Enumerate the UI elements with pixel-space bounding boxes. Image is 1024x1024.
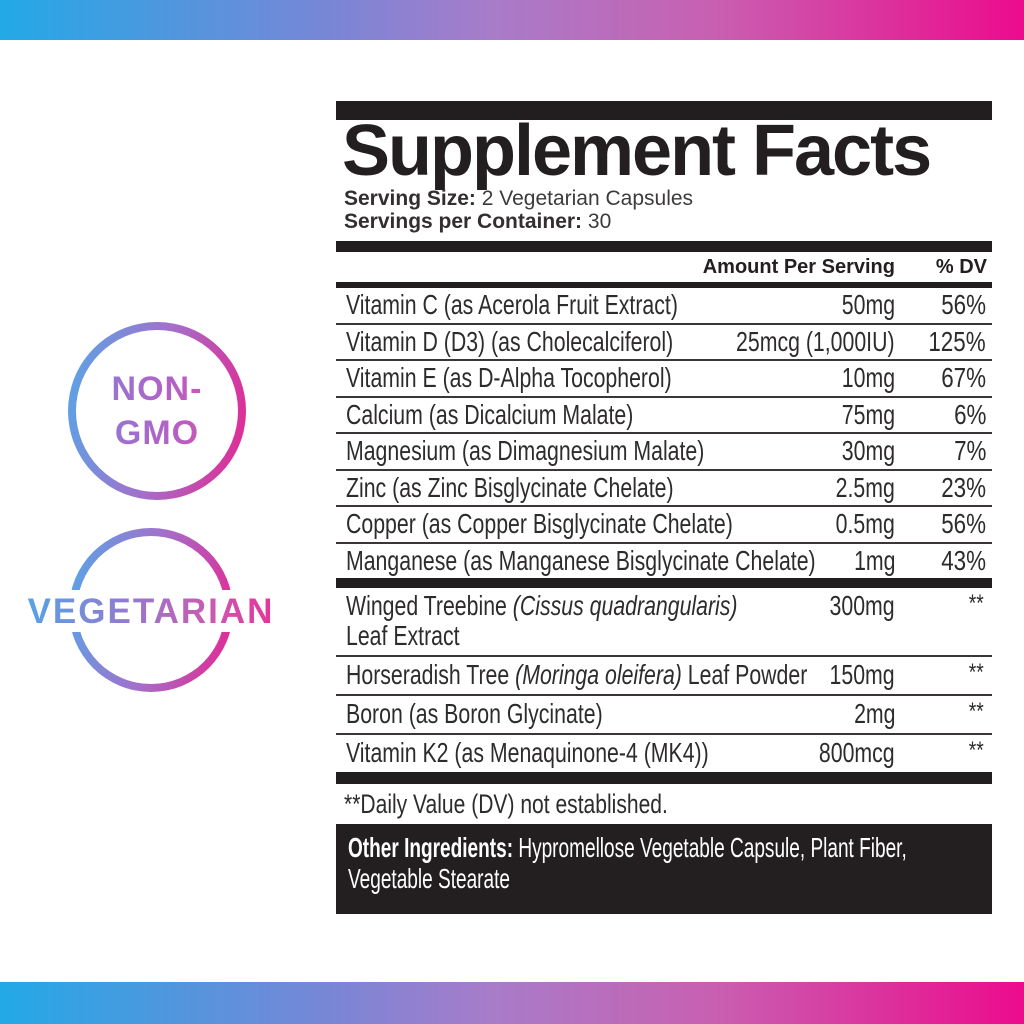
bottom-gradient-band: [0, 982, 1024, 1024]
serving-size-label: Serving Size:: [344, 187, 476, 210]
ingredient-name: Vitamin E (as D-Alpha Tocopherol): [346, 362, 672, 394]
non-gmo-line2: GMO: [114, 414, 200, 452]
servings-label: Servings per Container:: [344, 210, 583, 233]
other-ingredients-value: Hypromellose Vegetable Capsule, Plant Fi…: [348, 832, 907, 894]
daily-value-footnote: **Daily Value (DV) not established.: [344, 789, 668, 819]
non-gmo-badge: NON- GMO: [68, 322, 246, 500]
ingredient-dv: 7%: [953, 435, 986, 467]
ingredient-name: Calcium (as Dicalcium Malate): [346, 398, 634, 430]
column-headers: Amount Per Serving % DV: [336, 252, 992, 282]
non-gmo-line1: NON-: [111, 370, 203, 408]
top-gradient-band: [0, 0, 1024, 40]
ingredient-dv: 67%: [941, 362, 986, 394]
ingredient-amount: 1mg: [853, 544, 895, 576]
ingredient-dv: 125%: [928, 325, 986, 357]
ingredient-name: Winged Treebine (Cissus quadrangularis): [346, 590, 738, 621]
table-row: Zinc (as Zinc Bisglycinate Chelate) 2.5m…: [336, 471, 992, 507]
table-row: Vitamin D (D3) (as Cholecalciferol) 25mc…: [336, 325, 992, 361]
other-ingredients-box: Other Ingredients: Hypromellose Vegetabl…: [336, 824, 992, 914]
ingredient-name: Copper (as Copper Bisglycinate Chelate): [346, 508, 733, 540]
ingredient-amount: 300mg: [829, 590, 895, 621]
other-ingredients-label: Other Ingredients:: [348, 832, 514, 863]
ingredient-dv: **: [969, 659, 984, 686]
ingredient-amount: 2.5mg: [835, 471, 895, 503]
table-row: Vitamin K2 (as Menaquinone-4 (MK4)) 800m…: [336, 735, 992, 772]
table-row: Boron (as Boron Glycinate) 2mg **: [336, 696, 992, 735]
ingredient-dv: 23%: [941, 471, 986, 503]
ingredient-dv: **: [969, 698, 984, 725]
table-row: Vitamin C (as Acerola Fruit Extract) 50m…: [336, 288, 992, 325]
ingredient-name: Vitamin K2 (as Menaquinone-4 (MK4)): [346, 737, 709, 768]
table-row: Calcium (as Dicalcium Malate) 75mg 6%: [336, 398, 992, 434]
ingredient-dv: 56%: [941, 289, 986, 321]
supplement-facts-panel: Supplement Facts Serving Size: 2 Vegetar…: [336, 101, 992, 914]
table-row: Winged Treebine (Cissus quadrangularis) …: [336, 588, 992, 657]
non-gmo-label: NON- GMO: [68, 322, 246, 500]
ingredient-amount: 0.5mg: [835, 508, 895, 540]
ingredient-amount: 50mg: [841, 289, 895, 321]
table-row: Manganese (as Manganese Bisglycinate Che…: [336, 544, 992, 579]
ingredient-name-line2: Leaf Extract: [346, 620, 460, 651]
ingredient-dv: **: [969, 590, 984, 617]
ingredient-amount: 2mg: [853, 698, 895, 729]
ingredient-dv: 56%: [941, 508, 986, 540]
non-gmo-ring-icon: [68, 322, 246, 500]
ingredient-name: Magnesium (as Dimagnesium Malate): [346, 435, 705, 467]
ingredient-amount: 10mg: [841, 362, 895, 394]
ingredient-name: Vitamin C (as Acerola Fruit Extract): [346, 289, 678, 321]
servings-value: 30: [587, 210, 612, 233]
ingredient-dv: 43%: [941, 544, 986, 576]
serving-size-value: 2 Vegetarian Capsules: [481, 187, 694, 210]
vegetarian-ring-gap: [14, 590, 288, 632]
ingredient-amount: 150mg: [829, 659, 895, 690]
section-separator-bar: [336, 578, 992, 588]
botanical-rows: Winged Treebine (Cissus quadrangularis) …: [336, 588, 992, 772]
ingredient-amount: 75mg: [841, 398, 895, 430]
ingredient-amount: 30mg: [841, 435, 895, 467]
table-row: Magnesium (as Dimagnesium Malate) 30mg 7…: [336, 434, 992, 471]
vegetarian-badge: VEGETARIAN: [14, 528, 288, 692]
percent-dv-header: % DV: [935, 256, 987, 278]
ingredient-name: Horseradish Tree (Moringa oleifera) Leaf…: [346, 659, 808, 690]
vitamin-rows: Vitamin C (as Acerola Fruit Extract) 50m…: [336, 288, 992, 578]
ingredient-name: Manganese (as Manganese Bisglycinate Che…: [346, 544, 816, 576]
vegetarian-label: VEGETARIAN: [1, 592, 301, 632]
amount-per-serving-header: Amount Per Serving: [702, 256, 895, 278]
header-separator-bar: [336, 241, 992, 252]
ingredient-amount: 800mcg: [819, 737, 895, 768]
ingredient-amount: 25mcg (1,000IU): [736, 325, 895, 357]
ingredient-name: Zinc (as Zinc Bisglycinate Chelate): [346, 471, 674, 503]
ingredient-name: Vitamin D (D3) (as Cholecalciferol): [346, 325, 674, 357]
ingredient-dv: 6%: [953, 398, 986, 430]
table-top-rule: [336, 282, 992, 288]
table-row: Vitamin E (as D-Alpha Tocopherol) 10mg 6…: [336, 361, 992, 398]
table-bottom-bar: [336, 772, 992, 784]
ingredient-name: Boron (as Boron Glycinate): [346, 698, 603, 729]
servings-per-container-line: Servings per Container: 30: [344, 210, 992, 233]
ingredient-dv: **: [969, 737, 984, 764]
table-row: Copper (as Copper Bisglycinate Chelate) …: [336, 507, 992, 544]
panel-top-bar: [336, 101, 992, 120]
panel-title: Supplement Facts: [342, 111, 932, 191]
table-row: Horseradish Tree (Moringa oleifera) Leaf…: [336, 657, 992, 696]
serving-size-line: Serving Size: 2 Vegetarian Capsules: [344, 187, 992, 210]
